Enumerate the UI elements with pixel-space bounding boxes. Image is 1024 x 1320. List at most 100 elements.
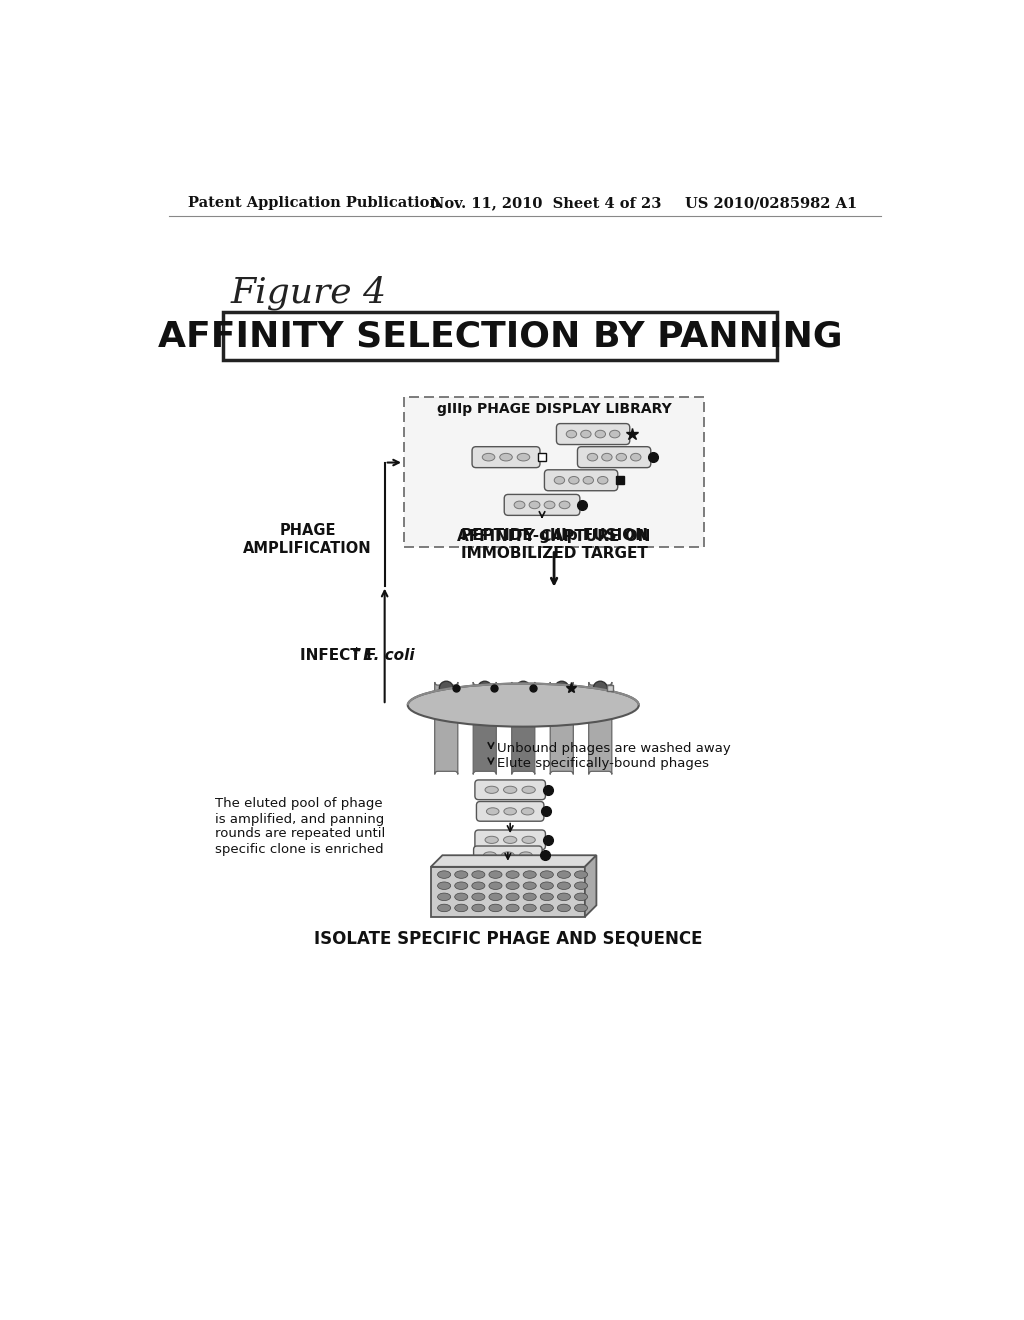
Polygon shape bbox=[585, 855, 596, 917]
Text: PHAGE
AMPLIFICATION: PHAGE AMPLIFICATION bbox=[244, 523, 372, 556]
Ellipse shape bbox=[455, 871, 468, 878]
Ellipse shape bbox=[455, 882, 468, 890]
Ellipse shape bbox=[472, 871, 485, 878]
Ellipse shape bbox=[437, 882, 451, 890]
Ellipse shape bbox=[437, 904, 451, 912]
Text: Nov. 11, 2010  Sheet 4 of 23: Nov. 11, 2010 Sheet 4 of 23 bbox=[431, 197, 662, 210]
Ellipse shape bbox=[602, 453, 612, 461]
Ellipse shape bbox=[593, 681, 607, 696]
Ellipse shape bbox=[455, 894, 468, 900]
FancyBboxPatch shape bbox=[472, 446, 540, 467]
Ellipse shape bbox=[557, 894, 570, 900]
Ellipse shape bbox=[574, 904, 588, 912]
Ellipse shape bbox=[506, 904, 519, 912]
Ellipse shape bbox=[488, 904, 502, 912]
Text: INFECT F: INFECT F bbox=[300, 648, 377, 663]
Text: Unbound phages are washed away: Unbound phages are washed away bbox=[497, 742, 731, 755]
Text: AFFINITY CAPTURE ON
IMMOBILIZED TARGET: AFFINITY CAPTURE ON IMMOBILIZED TARGET bbox=[458, 529, 650, 561]
Ellipse shape bbox=[478, 681, 492, 696]
Text: gIIIp PHAGE DISPLAY LIBRARY: gIIIp PHAGE DISPLAY LIBRARY bbox=[436, 403, 672, 416]
Text: PEPTIDE-gIIIp FUSION: PEPTIDE-gIIIp FUSION bbox=[461, 528, 647, 544]
Ellipse shape bbox=[523, 871, 537, 878]
Ellipse shape bbox=[581, 430, 591, 438]
Ellipse shape bbox=[616, 453, 627, 461]
Ellipse shape bbox=[519, 851, 532, 858]
Ellipse shape bbox=[488, 894, 502, 900]
FancyBboxPatch shape bbox=[473, 846, 542, 865]
Ellipse shape bbox=[486, 808, 499, 814]
Text: E. coli: E. coli bbox=[358, 648, 415, 663]
Text: ISOLATE SPECIFIC PHAGE AND SEQUENCE: ISOLATE SPECIFIC PHAGE AND SEQUENCE bbox=[313, 929, 702, 948]
Ellipse shape bbox=[557, 882, 570, 890]
Ellipse shape bbox=[506, 894, 519, 900]
Ellipse shape bbox=[523, 904, 537, 912]
Ellipse shape bbox=[472, 904, 485, 912]
Ellipse shape bbox=[502, 851, 514, 858]
Bar bbox=[431, 867, 585, 917]
Ellipse shape bbox=[574, 894, 588, 900]
Ellipse shape bbox=[500, 453, 512, 461]
Ellipse shape bbox=[595, 430, 605, 438]
Text: Figure 4: Figure 4 bbox=[230, 276, 387, 310]
Ellipse shape bbox=[557, 871, 570, 878]
Bar bbox=[403, 397, 705, 548]
FancyBboxPatch shape bbox=[473, 682, 497, 775]
FancyBboxPatch shape bbox=[476, 801, 544, 821]
Ellipse shape bbox=[568, 477, 579, 484]
Ellipse shape bbox=[504, 837, 517, 843]
Ellipse shape bbox=[588, 453, 598, 461]
Ellipse shape bbox=[455, 904, 468, 912]
Ellipse shape bbox=[529, 502, 540, 508]
Ellipse shape bbox=[544, 502, 555, 508]
Text: US 2010/0285982 A1: US 2010/0285982 A1 bbox=[685, 197, 857, 210]
Ellipse shape bbox=[482, 453, 495, 461]
Ellipse shape bbox=[439, 681, 454, 696]
Text: Elute specifically-bound phages: Elute specifically-bound phages bbox=[497, 758, 709, 770]
Ellipse shape bbox=[506, 871, 519, 878]
Ellipse shape bbox=[583, 477, 594, 484]
Ellipse shape bbox=[521, 808, 534, 814]
Ellipse shape bbox=[488, 871, 502, 878]
Ellipse shape bbox=[609, 430, 620, 438]
Ellipse shape bbox=[559, 502, 570, 508]
Text: Patent Application Publication: Patent Application Publication bbox=[188, 197, 440, 210]
Ellipse shape bbox=[598, 477, 608, 484]
Bar bbox=[223, 313, 777, 360]
Ellipse shape bbox=[437, 894, 451, 900]
Ellipse shape bbox=[574, 882, 588, 890]
FancyBboxPatch shape bbox=[475, 780, 546, 800]
FancyBboxPatch shape bbox=[556, 424, 630, 445]
FancyBboxPatch shape bbox=[545, 470, 617, 491]
Ellipse shape bbox=[523, 882, 537, 890]
Text: +: + bbox=[352, 647, 361, 656]
Ellipse shape bbox=[541, 871, 553, 878]
Ellipse shape bbox=[514, 502, 525, 508]
Ellipse shape bbox=[557, 904, 570, 912]
FancyBboxPatch shape bbox=[578, 446, 651, 467]
Ellipse shape bbox=[506, 882, 519, 890]
Polygon shape bbox=[431, 855, 596, 867]
Ellipse shape bbox=[555, 681, 568, 696]
Ellipse shape bbox=[522, 787, 536, 793]
Ellipse shape bbox=[574, 871, 588, 878]
Text: The eluted pool of phage
is amplified, and panning
rounds are repeated until
spe: The eluted pool of phage is amplified, a… bbox=[215, 797, 385, 855]
Ellipse shape bbox=[523, 894, 537, 900]
FancyBboxPatch shape bbox=[435, 682, 458, 775]
FancyBboxPatch shape bbox=[589, 682, 611, 775]
Ellipse shape bbox=[516, 681, 530, 696]
Ellipse shape bbox=[566, 430, 577, 438]
FancyBboxPatch shape bbox=[475, 830, 546, 850]
Ellipse shape bbox=[631, 453, 641, 461]
Ellipse shape bbox=[437, 871, 451, 878]
Ellipse shape bbox=[483, 851, 497, 858]
Ellipse shape bbox=[485, 837, 499, 843]
Ellipse shape bbox=[472, 894, 485, 900]
Ellipse shape bbox=[517, 453, 529, 461]
Ellipse shape bbox=[485, 787, 499, 793]
Ellipse shape bbox=[488, 882, 502, 890]
Ellipse shape bbox=[504, 787, 517, 793]
Ellipse shape bbox=[554, 477, 564, 484]
Text: AFFINITY SELECTION BY PANNING: AFFINITY SELECTION BY PANNING bbox=[158, 319, 843, 354]
Ellipse shape bbox=[541, 894, 553, 900]
Ellipse shape bbox=[522, 837, 536, 843]
